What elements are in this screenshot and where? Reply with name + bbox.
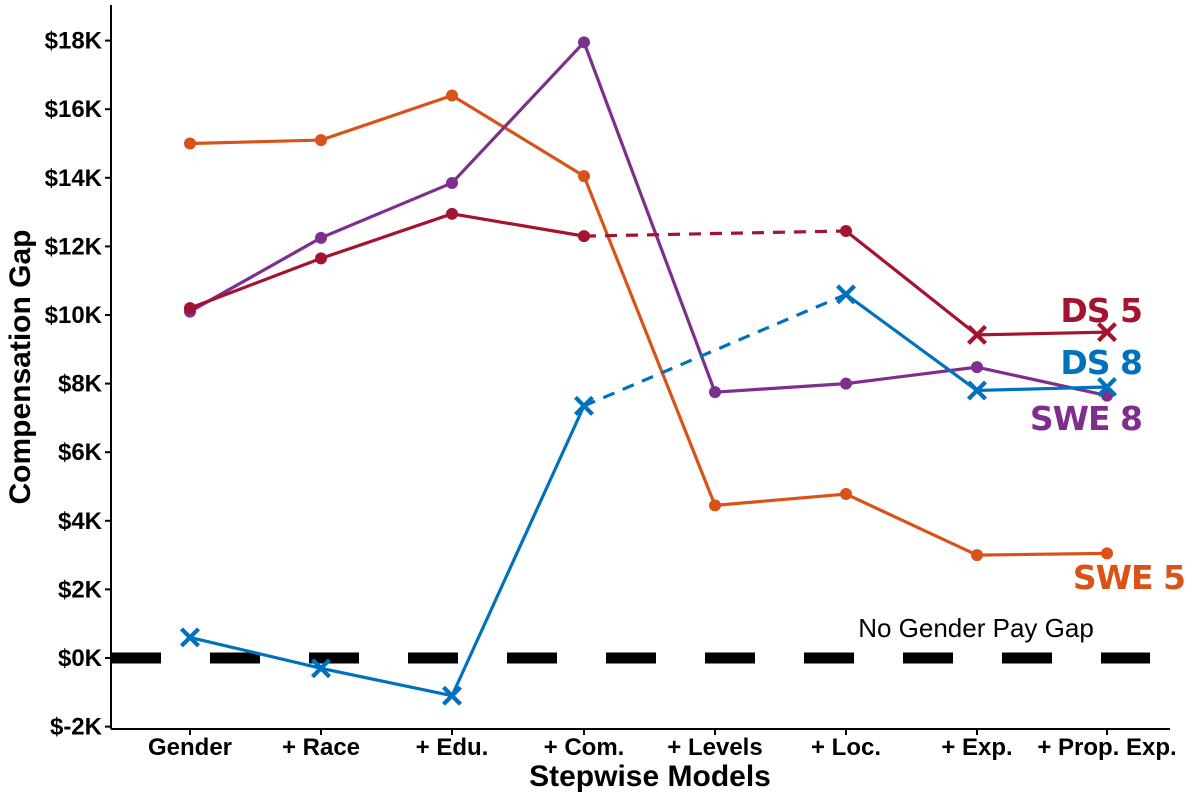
data-point	[840, 377, 852, 390]
series-segment	[844, 229, 979, 337]
data-point	[709, 386, 721, 399]
data-point	[446, 176, 458, 189]
series-segment	[450, 404, 586, 698]
y-tick-label: $16K	[45, 96, 103, 123]
series-segment	[188, 635, 323, 670]
x-axis-title: Stepwise Models	[529, 760, 771, 793]
x-tick-label: + Race	[282, 734, 360, 761]
series-labels: SWE 5 SWE 8 DS 5 DS 8	[1030, 291, 1186, 597]
x-tick-label: + Exp.	[941, 734, 1012, 761]
series-segment	[975, 385, 1109, 393]
data-point	[1101, 547, 1113, 560]
x-tick-label: + Edu.	[416, 734, 489, 761]
series-segment	[582, 174, 717, 507]
x-tick-label: Gender	[148, 734, 232, 761]
data-point	[578, 36, 590, 49]
series-segment	[713, 492, 848, 507]
y-tick-label: $18K	[45, 28, 103, 55]
y-tick-label: $6K	[58, 439, 103, 466]
series-segment	[583, 229, 847, 238]
data-point	[180, 627, 200, 648]
data-point	[840, 488, 852, 501]
series-segment	[319, 93, 454, 142]
series-segment	[319, 181, 454, 240]
series-label-ds-5: DS 5	[1060, 291, 1142, 330]
series-ds-8	[180, 284, 1117, 706]
data-point	[446, 207, 458, 220]
series-segment	[975, 551, 1109, 557]
series-swe-8	[184, 36, 1113, 402]
series-ds-5	[184, 207, 1117, 345]
y-tick-label: $2K	[58, 576, 103, 603]
data-point	[446, 89, 458, 102]
data-point	[1097, 322, 1117, 343]
data-point	[971, 549, 983, 562]
y-tick-label: $0K	[58, 645, 103, 672]
x-tick-label: + Prop. Exp.	[1037, 734, 1176, 761]
data-point	[578, 170, 590, 183]
data-point	[836, 284, 856, 305]
data-point	[315, 252, 327, 265]
series-segment	[188, 256, 323, 310]
data-point	[574, 395, 594, 416]
data-point	[840, 224, 852, 237]
series-layer	[180, 36, 1117, 706]
series-segment	[188, 138, 323, 146]
data-point	[315, 231, 327, 244]
reference-line-label: No Gender Pay Gap	[858, 613, 1094, 643]
series-segment	[713, 382, 848, 394]
series-segment	[319, 212, 454, 261]
series-segment	[319, 666, 454, 698]
data-point	[971, 361, 983, 374]
y-ticks: $-2K $0K $2K $4K $6K $8K $10K $12K $14K $16K $18K	[45, 28, 111, 741]
y-axis-title: Compensation Gap	[4, 229, 37, 504]
data-point	[967, 324, 987, 345]
x-ticks: Gender + Race + Edu. + Com. + Levels + Loc. + …	[148, 729, 1177, 761]
x-tick-label: + Loc.	[811, 734, 881, 761]
y-tick-label: $8K	[58, 371, 103, 398]
series-label-ds-8: DS 8	[1060, 343, 1142, 382]
y-tick-label: $4K	[58, 508, 103, 535]
data-point	[967, 380, 987, 401]
data-point	[442, 685, 462, 706]
data-point	[184, 302, 196, 315]
series-segment	[450, 40, 586, 185]
series-segment	[844, 492, 979, 557]
y-tick-label: $-2K	[50, 714, 103, 741]
x-tick-label: + Levels	[667, 734, 762, 761]
series-segment	[582, 40, 717, 394]
series-segment	[450, 93, 586, 178]
y-tick-label: $14K	[45, 165, 103, 192]
series-label-swe-8: SWE 8	[1030, 399, 1142, 438]
data-point	[1097, 377, 1117, 398]
y-tick-label: $10K	[45, 302, 103, 329]
series-segment	[975, 330, 1109, 337]
data-point	[578, 230, 590, 243]
data-point	[315, 134, 327, 147]
data-point	[311, 658, 331, 679]
series-segment	[583, 292, 847, 408]
data-point	[709, 499, 721, 512]
series-segment	[844, 365, 979, 386]
series-segment	[975, 365, 1109, 398]
x-tick-label: + Com.	[544, 734, 625, 761]
series-label-swe-5: SWE 5	[1073, 558, 1185, 597]
series-segment	[844, 292, 979, 393]
axes	[110, 5, 1170, 730]
series-segment	[450, 212, 586, 238]
series-swe-5	[184, 89, 1113, 562]
y-tick-label: $12K	[45, 233, 103, 260]
data-point	[184, 137, 196, 150]
